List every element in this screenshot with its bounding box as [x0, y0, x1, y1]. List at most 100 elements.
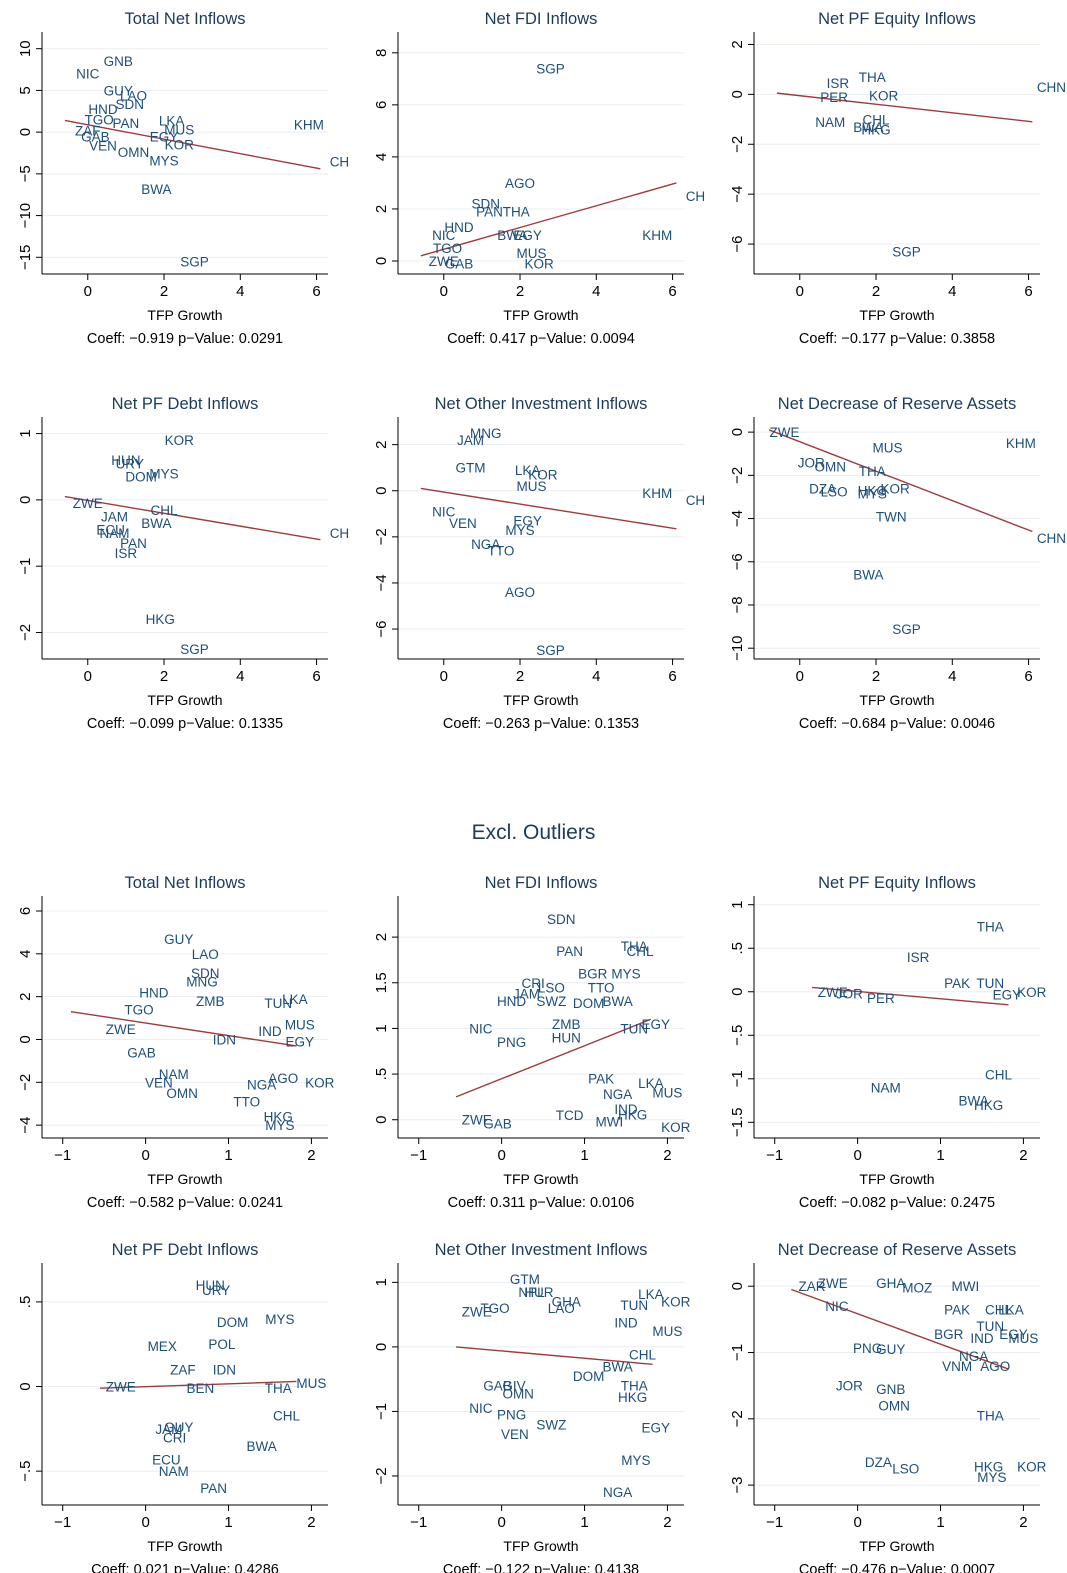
point-label: ZAF: [75, 123, 101, 138]
point-label: TUN: [976, 1319, 1004, 1334]
x-tick-label: 2: [160, 668, 168, 685]
fit-line: [70, 1010, 297, 1047]
point-label: SGP: [892, 622, 921, 637]
point-label: EGY: [286, 1035, 315, 1050]
point-label: NGA: [603, 1087, 632, 1102]
y-tick-label: 1.5: [373, 972, 390, 993]
point-label: MUS: [164, 123, 194, 138]
y-tick-label: 0: [373, 487, 390, 495]
y-tick-label: 0: [729, 988, 746, 996]
y-tick-label: −2: [729, 136, 746, 153]
point-label: CHN: [1037, 531, 1066, 546]
point-label: ZMB: [196, 994, 225, 1009]
x-tick-label: 0: [853, 1147, 861, 1164]
point-label: NIC: [432, 228, 456, 243]
point-label: MUS: [296, 1376, 326, 1391]
point-label: ZWE: [106, 1380, 136, 1395]
y-tick-label: 4: [17, 950, 34, 958]
x-tick-label: 0: [497, 1514, 505, 1531]
point-label: JAM: [513, 987, 540, 1002]
point-label: KHM: [1006, 436, 1036, 451]
point-label: OMN: [166, 1086, 198, 1101]
point-label: LSO: [538, 980, 565, 995]
point-label: JOR: [798, 455, 825, 470]
point-label: ECU: [96, 523, 125, 538]
point-label: LAO: [120, 88, 147, 103]
point-label: IND: [258, 1024, 282, 1039]
point-label: HND: [88, 102, 117, 117]
point-label: GTM: [510, 1272, 540, 1287]
point-label: HKG: [146, 612, 175, 627]
point-label: MUS: [652, 1085, 682, 1100]
point-label: HUN: [196, 1278, 225, 1293]
point-label: KOR: [661, 1120, 691, 1135]
point-label: BWA: [141, 182, 171, 197]
point-label: MUS: [652, 1324, 682, 1339]
y-tick-label: −8: [729, 596, 746, 613]
chart-title: Total Net Inflows: [124, 874, 245, 892]
point-label: PAN: [200, 1481, 227, 1496]
point-label: MEX: [148, 1339, 177, 1354]
point-label: THA: [859, 70, 886, 85]
point-label: NIC: [469, 1401, 493, 1416]
point-label: HKG: [974, 1098, 1003, 1113]
point-label: THA: [265, 1381, 292, 1396]
x-tick-label: 2: [160, 283, 168, 300]
point-label: GNB: [104, 54, 133, 69]
chart-title: Net Other Investment Inflows: [435, 395, 648, 413]
point-label: VEN: [501, 1427, 529, 1442]
x-tick-label: 1: [224, 1514, 232, 1531]
point-label: MYS: [265, 1118, 294, 1133]
point-label: PAN: [120, 536, 147, 551]
point-label: TUN: [620, 1298, 648, 1313]
x-axis-label: TFP Growth: [859, 692, 934, 708]
y-tick-label: 5: [17, 86, 34, 94]
point-label: LKA: [159, 113, 185, 128]
chart-panel: Net Other Investment Inflows 0 2 4 6 −6 −4 −2 0 2…: [373, 395, 705, 732]
y-tick-label: 2: [729, 40, 746, 48]
x-tick-label: 0: [84, 283, 92, 300]
point-label: JOR: [836, 986, 863, 1001]
point-label: BWA: [853, 120, 883, 135]
point-label: SDN: [471, 197, 500, 212]
point-label: EGY: [513, 228, 542, 243]
point-label: JAM: [457, 433, 484, 448]
y-tick-label: 1: [373, 1024, 390, 1032]
point-label: IND: [970, 1331, 994, 1346]
point-label: GAB: [483, 1379, 512, 1394]
y-tick-label: 8: [373, 49, 390, 57]
point-label: JAM: [155, 1422, 182, 1437]
point-label: HKG: [974, 1460, 1003, 1475]
point-label: SDN: [115, 97, 144, 112]
point-label: MUS: [516, 479, 546, 494]
point-label: IND: [614, 1315, 638, 1330]
y-tick-label: −5: [17, 165, 34, 182]
point-label: PER: [867, 991, 895, 1006]
x-tick-label: 1: [580, 1147, 588, 1164]
point-label: MUS: [516, 246, 546, 261]
point-label: PNG: [853, 1341, 882, 1356]
chart-title: Net PF Equity Inflows: [818, 874, 976, 892]
point-label: ISR: [827, 76, 850, 91]
point-label: OMN: [878, 1399, 910, 1414]
point-label: PAN: [113, 116, 140, 131]
y-tick-label: −2: [373, 528, 390, 545]
regression-stats: Coeff: −0.263 p−Value: 0.1353: [443, 716, 639, 732]
y-tick-label: −4: [729, 510, 746, 527]
point-label: EGY: [642, 1017, 671, 1032]
point-label: MYS: [621, 1453, 650, 1468]
point-label: KHM: [294, 118, 324, 133]
regression-stats: Coeff: −0.684 p−Value: 0.0046: [799, 716, 995, 732]
x-tick-label: 2: [1019, 1514, 1027, 1531]
fit-line: [420, 182, 677, 257]
point-label: HUN: [111, 453, 140, 468]
point-label: NGA: [959, 1349, 988, 1364]
chart-panel: Total Net Inflows 0 2 4 6 −15 −10 −5 0 5 10 GNB NIC G…: [17, 10, 349, 347]
point-label: MYS: [149, 154, 178, 169]
point-label: KOR: [661, 1295, 691, 1310]
point-label: AGO: [980, 1359, 1010, 1374]
point-label: THA: [621, 1379, 648, 1394]
point-label: IDN: [213, 1032, 236, 1047]
point-label: HND: [444, 220, 473, 235]
